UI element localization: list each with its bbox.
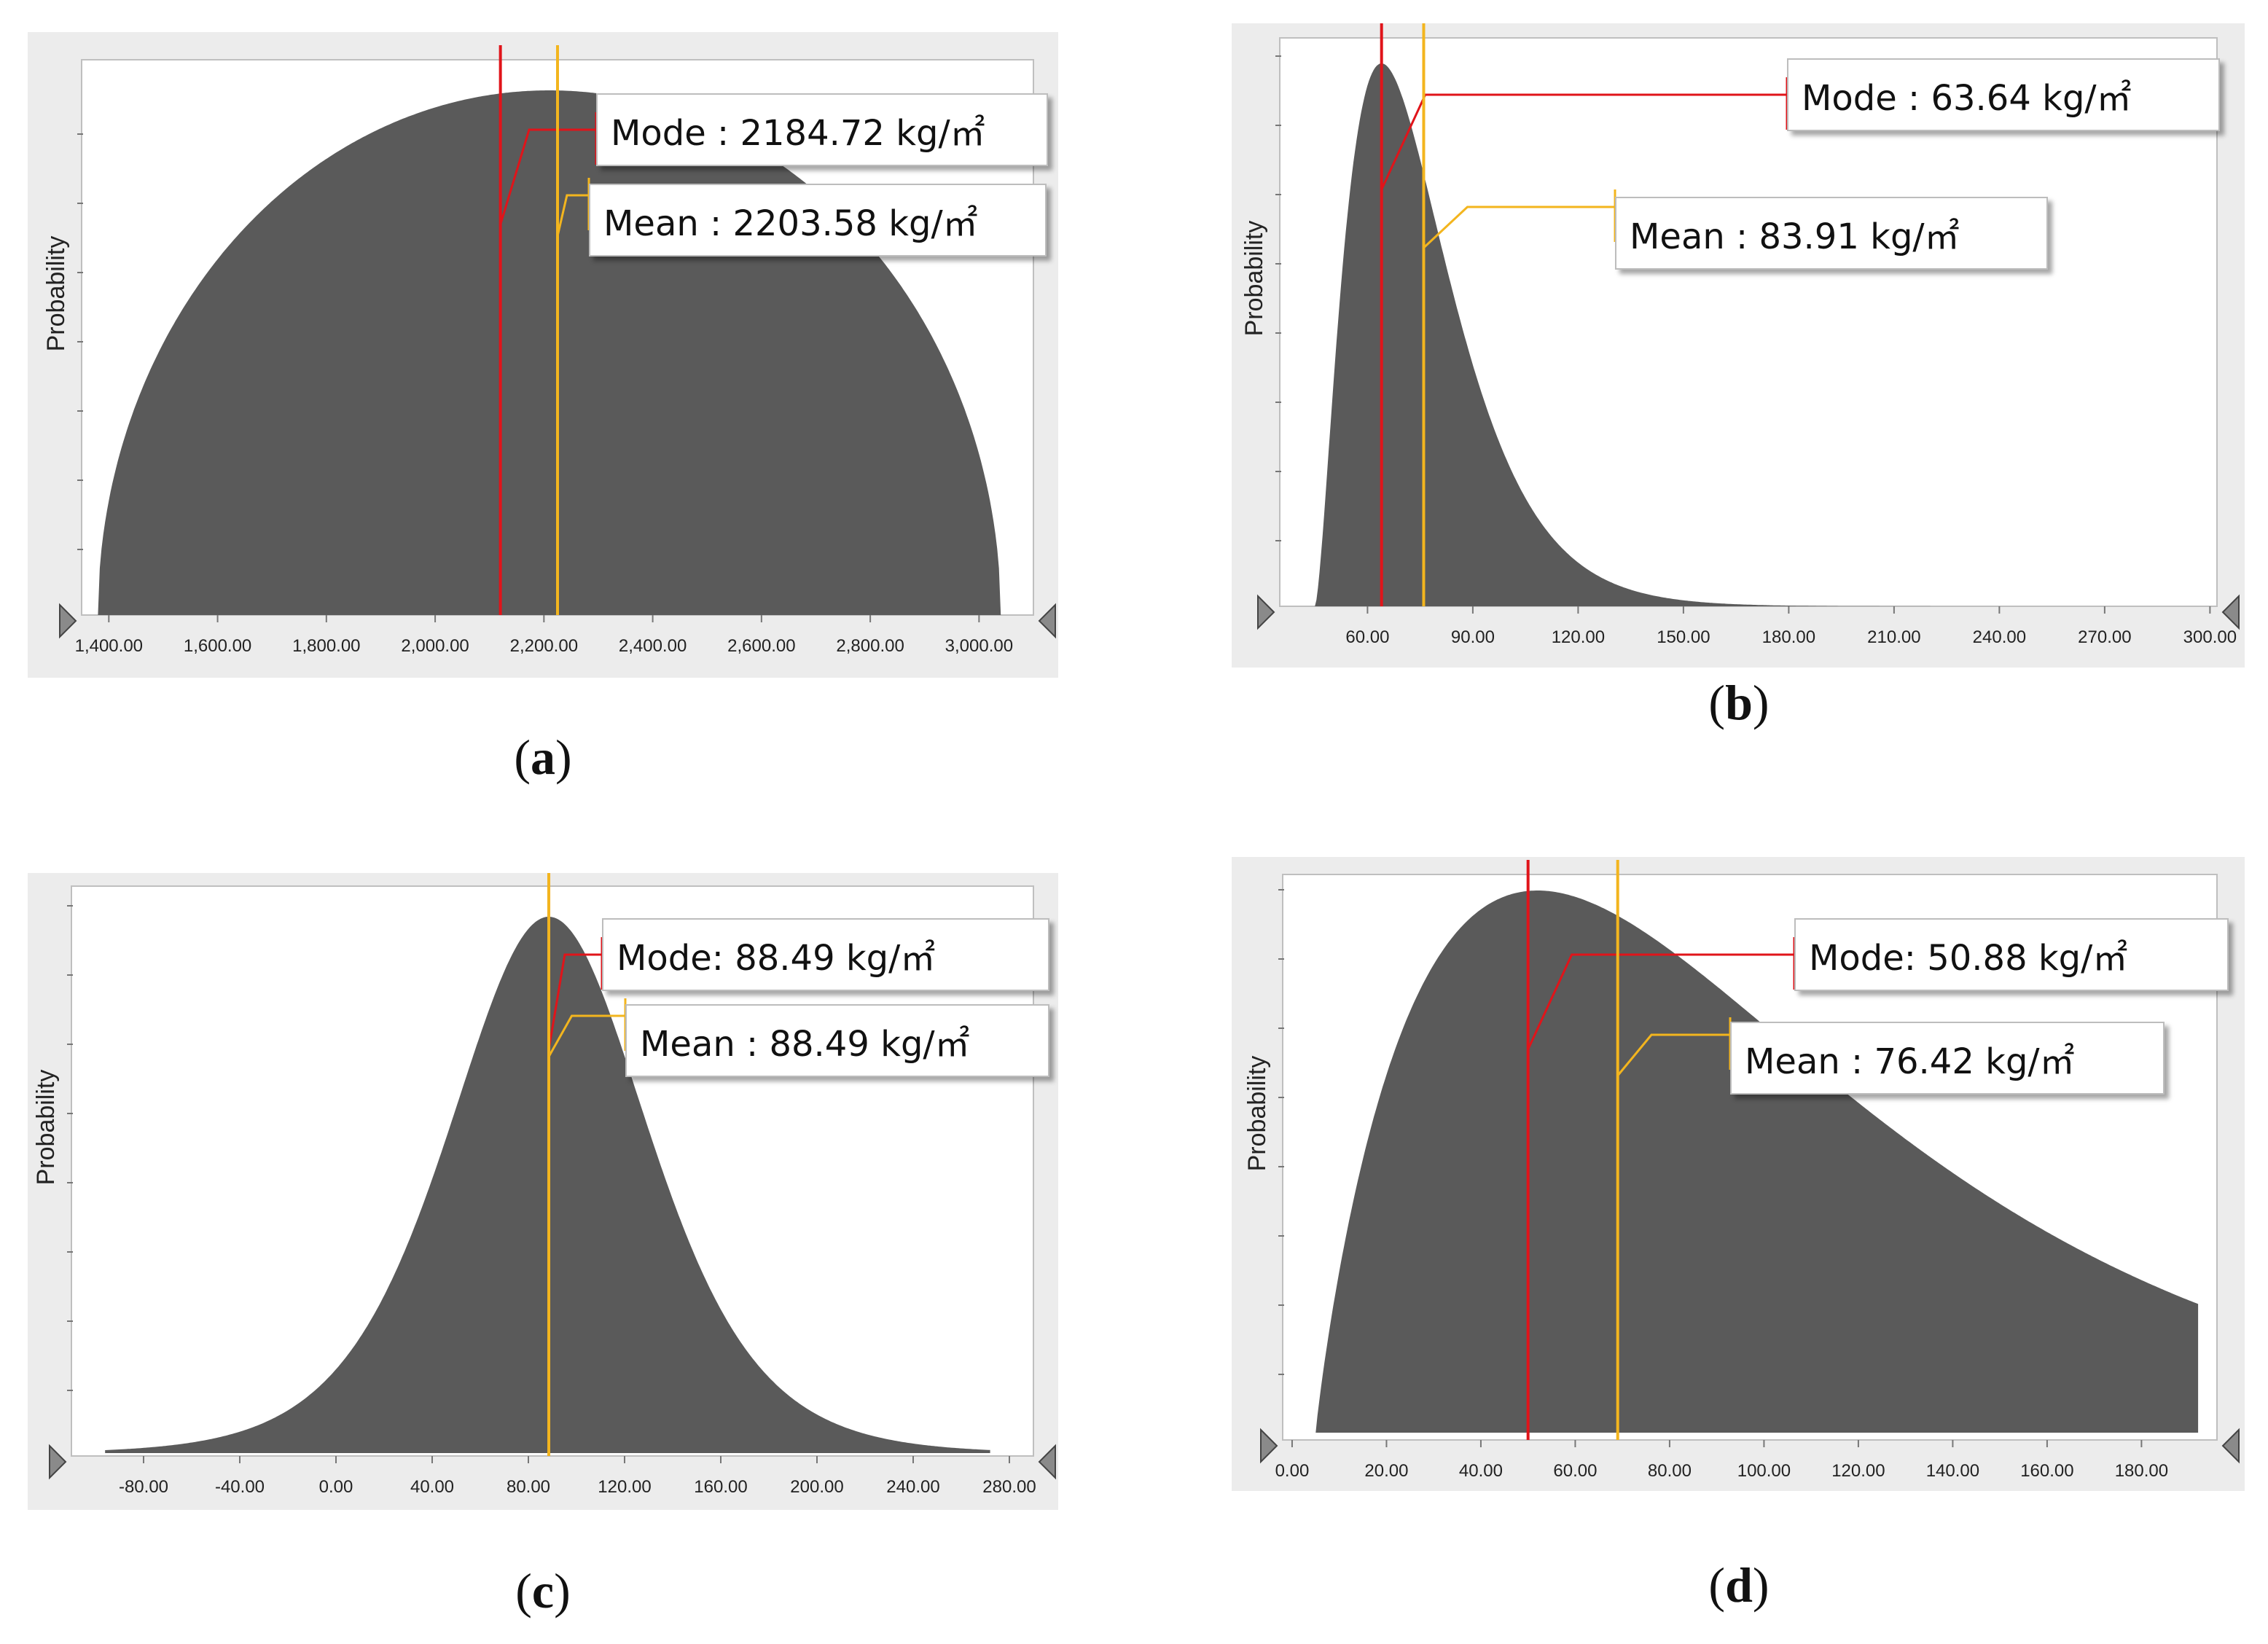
chart-a-x-tick-label: 1,600.00 (184, 636, 251, 656)
chart-c-x-ticks: -80.00 -40.00 0.00 40.00 80.00 120.00 160.00 20… (119, 1456, 1036, 1497)
chart-c-x-tick-label: -80.00 (119, 1477, 168, 1497)
chart-c-y-ticks (67, 905, 73, 1391)
chart-d-panel-label: (d) (1708, 1557, 1770, 1613)
chart-a-left-slider-handle[interactable] (59, 603, 77, 639)
chart-d-x-ticks: 0.00 20.00 40.00 60.00 80.00 100.00 120.00 140.… (1275, 1440, 2168, 1481)
chart-b-y-ticks (1275, 55, 1281, 541)
chart-d-left-slider-handle[interactable] (1260, 1428, 1278, 1464)
chart-b-x-tick-label: 210.00 (1867, 627, 1920, 647)
chart-a-y-axis-label: Probability (42, 236, 70, 352)
chart-b-panel-label: (b) (1708, 675, 1770, 730)
chart-d-x-tick-label: 80.00 (1648, 1461, 1692, 1481)
chart-c-right-slider-handle[interactable] (1038, 1444, 1056, 1480)
chart-c-mean-connector (547, 1014, 625, 1057)
chart-a-panel-letter: a (531, 729, 555, 785)
chart-b-x-ticks: 60.00 90.00 120.00 150.00 180.00 210.00 240.00… (1345, 606, 2237, 647)
chart-a-x-tick-label: 2,200.00 (510, 636, 578, 656)
chart-c-x-tick-label: 160.00 (694, 1477, 747, 1497)
chart-a-y-ticks (77, 133, 83, 550)
chart-a-mode-connector (499, 128, 596, 225)
chart-b-svg: Probability 60.00 90.00 120.00 150.00 180.00 2… (1240, 23, 2240, 647)
chart-c-x-tick-label: 120.00 (598, 1477, 651, 1497)
chart-d-x-tick-label: 180.00 (2115, 1461, 2168, 1481)
chart-c-mode-callout: Mode: 88.49 kg/㎡ (602, 918, 1049, 991)
chart-a-x-tick-label: 3,000.00 (945, 636, 1013, 656)
chart-b-left-slider-handle[interactable] (1257, 594, 1275, 630)
chart-a-x-tick-label: 2,400.00 (619, 636, 687, 656)
chart-d-x-tick-label: 20.00 (1364, 1461, 1408, 1481)
chart-d-x-tick-label: 0.00 (1275, 1461, 1310, 1481)
chart-b-y-axis-label: Probability (1240, 221, 1268, 337)
chart-d-x-tick-label: 160.00 (2020, 1461, 2073, 1481)
chart-a-x-ticks: 1,400.00 1,600.00 1,800.00 2,000.00 2,200.00… (75, 615, 1013, 656)
chart-c-x-tick-label: 0.00 (319, 1477, 353, 1497)
chart-d-mode-callout: Mode: 50.88 kg/㎡ (1794, 918, 2229, 991)
chart-d-x-tick-label: 100.00 (1737, 1461, 1791, 1481)
chart-c-x-tick-label: 240.00 (886, 1477, 939, 1497)
chart-a-mode-callout: Mode : 2184.72 kg/㎡ (596, 93, 1048, 166)
chart-a-panel-label: (a) (514, 729, 572, 785)
chart-b-x-tick-label: 150.00 (1657, 627, 1710, 647)
chart-b-x-tick-label: 90.00 (1451, 627, 1495, 647)
chart-c-x-tick-label: 40.00 (410, 1477, 454, 1497)
chart-d-mean-connector (1616, 1033, 1730, 1076)
chart-a-mean-connector (556, 194, 589, 237)
chart-c-left-slider-handle[interactable] (49, 1444, 67, 1480)
chart-c-x-tick-label: 80.00 (507, 1477, 550, 1497)
chart-d-mean-callout: Mean : 76.42 kg/㎡ (1730, 1022, 2165, 1095)
chart-b-x-tick-label: 120.00 (1552, 627, 1605, 647)
chart-d-x-tick-label: 60.00 (1553, 1461, 1597, 1481)
chart-b-x-tick-label: 300.00 (2183, 627, 2237, 647)
chart-b-x-tick-label: 240.00 (1973, 627, 2026, 647)
chart-b-mode-callout: Mode : 63.64 kg/㎡ (1787, 58, 2220, 131)
chart-b-distribution-area (1315, 63, 2087, 606)
chart-b-mean-callout: Mean : 83.91 kg/㎡ (1615, 197, 2048, 270)
chart-c-y-axis-label: Probability (32, 1070, 60, 1186)
chart-b-panel-letter: b (1725, 675, 1753, 730)
chart-b-mean-connector (1423, 206, 1615, 249)
chart-c-x-tick-label: -40.00 (215, 1477, 265, 1497)
chart-b-right-slider-handle[interactable] (2221, 594, 2240, 630)
chart-d-panel-letter: d (1725, 1557, 1753, 1613)
chart-a-x-tick-label: 2,600.00 (727, 636, 795, 656)
chart-c-panel-letter: c (531, 1563, 555, 1618)
chart-b-x-tick-label: 180.00 (1762, 627, 1815, 647)
chart-a-x-tick-label: 1,400.00 (75, 636, 143, 656)
chart-a-x-tick-label: 2,000.00 (401, 636, 469, 656)
chart-a-mean-callout: Mean : 2203.58 kg/㎡ (589, 184, 1047, 257)
chart-c-panel-label: (c) (515, 1563, 571, 1618)
chart-panel-a: Probability 1,400.00 1,600.00 1,800.00 2,000… (28, 32, 1058, 678)
chart-b-mode-connector (1380, 93, 1787, 190)
chart-panel-b: Probability 60.00 90.00 120.00 150.00 180.00 2… (1232, 23, 2245, 668)
chart-d-right-slider-handle[interactable] (2221, 1428, 2240, 1464)
chart-d-mode-connector (1527, 953, 1794, 1050)
chart-a-right-slider-handle[interactable] (1038, 603, 1056, 639)
chart-d-y-axis-label: Probability (1243, 1056, 1271, 1172)
chart-panel-c: Probability -80.00 -40.00 0.00 40.00 80.00 120… (28, 873, 1058, 1510)
chart-b-x-tick-label: 270.00 (2078, 627, 2131, 647)
chart-panel-d: Probability 0.00 20.00 40.00 60.00 80.00 100.0… (1232, 857, 2245, 1491)
chart-d-x-tick-label: 40.00 (1459, 1461, 1503, 1481)
chart-d-distribution-area (1315, 890, 2199, 1433)
chart-a-x-tick-label: 1,800.00 (292, 636, 360, 656)
chart-c-mode-connector (547, 953, 602, 1050)
chart-d-y-ticks (1278, 889, 1284, 1375)
chart-d-x-tick-label: 140.00 (1926, 1461, 1979, 1481)
chart-c-mean-callout: Mean : 88.49 kg/㎡ (625, 1004, 1049, 1077)
chart-c-x-tick-label: 280.00 (982, 1477, 1036, 1497)
chart-b-x-tick-label: 60.00 (1345, 627, 1389, 647)
chart-d-x-tick-label: 120.00 (1831, 1461, 1885, 1481)
chart-c-x-tick-label: 200.00 (790, 1477, 843, 1497)
chart-d-svg: Probability 0.00 20.00 40.00 60.00 80.00 100.0… (1243, 860, 2240, 1481)
chart-a-x-tick-label: 2,800.00 (836, 636, 904, 656)
